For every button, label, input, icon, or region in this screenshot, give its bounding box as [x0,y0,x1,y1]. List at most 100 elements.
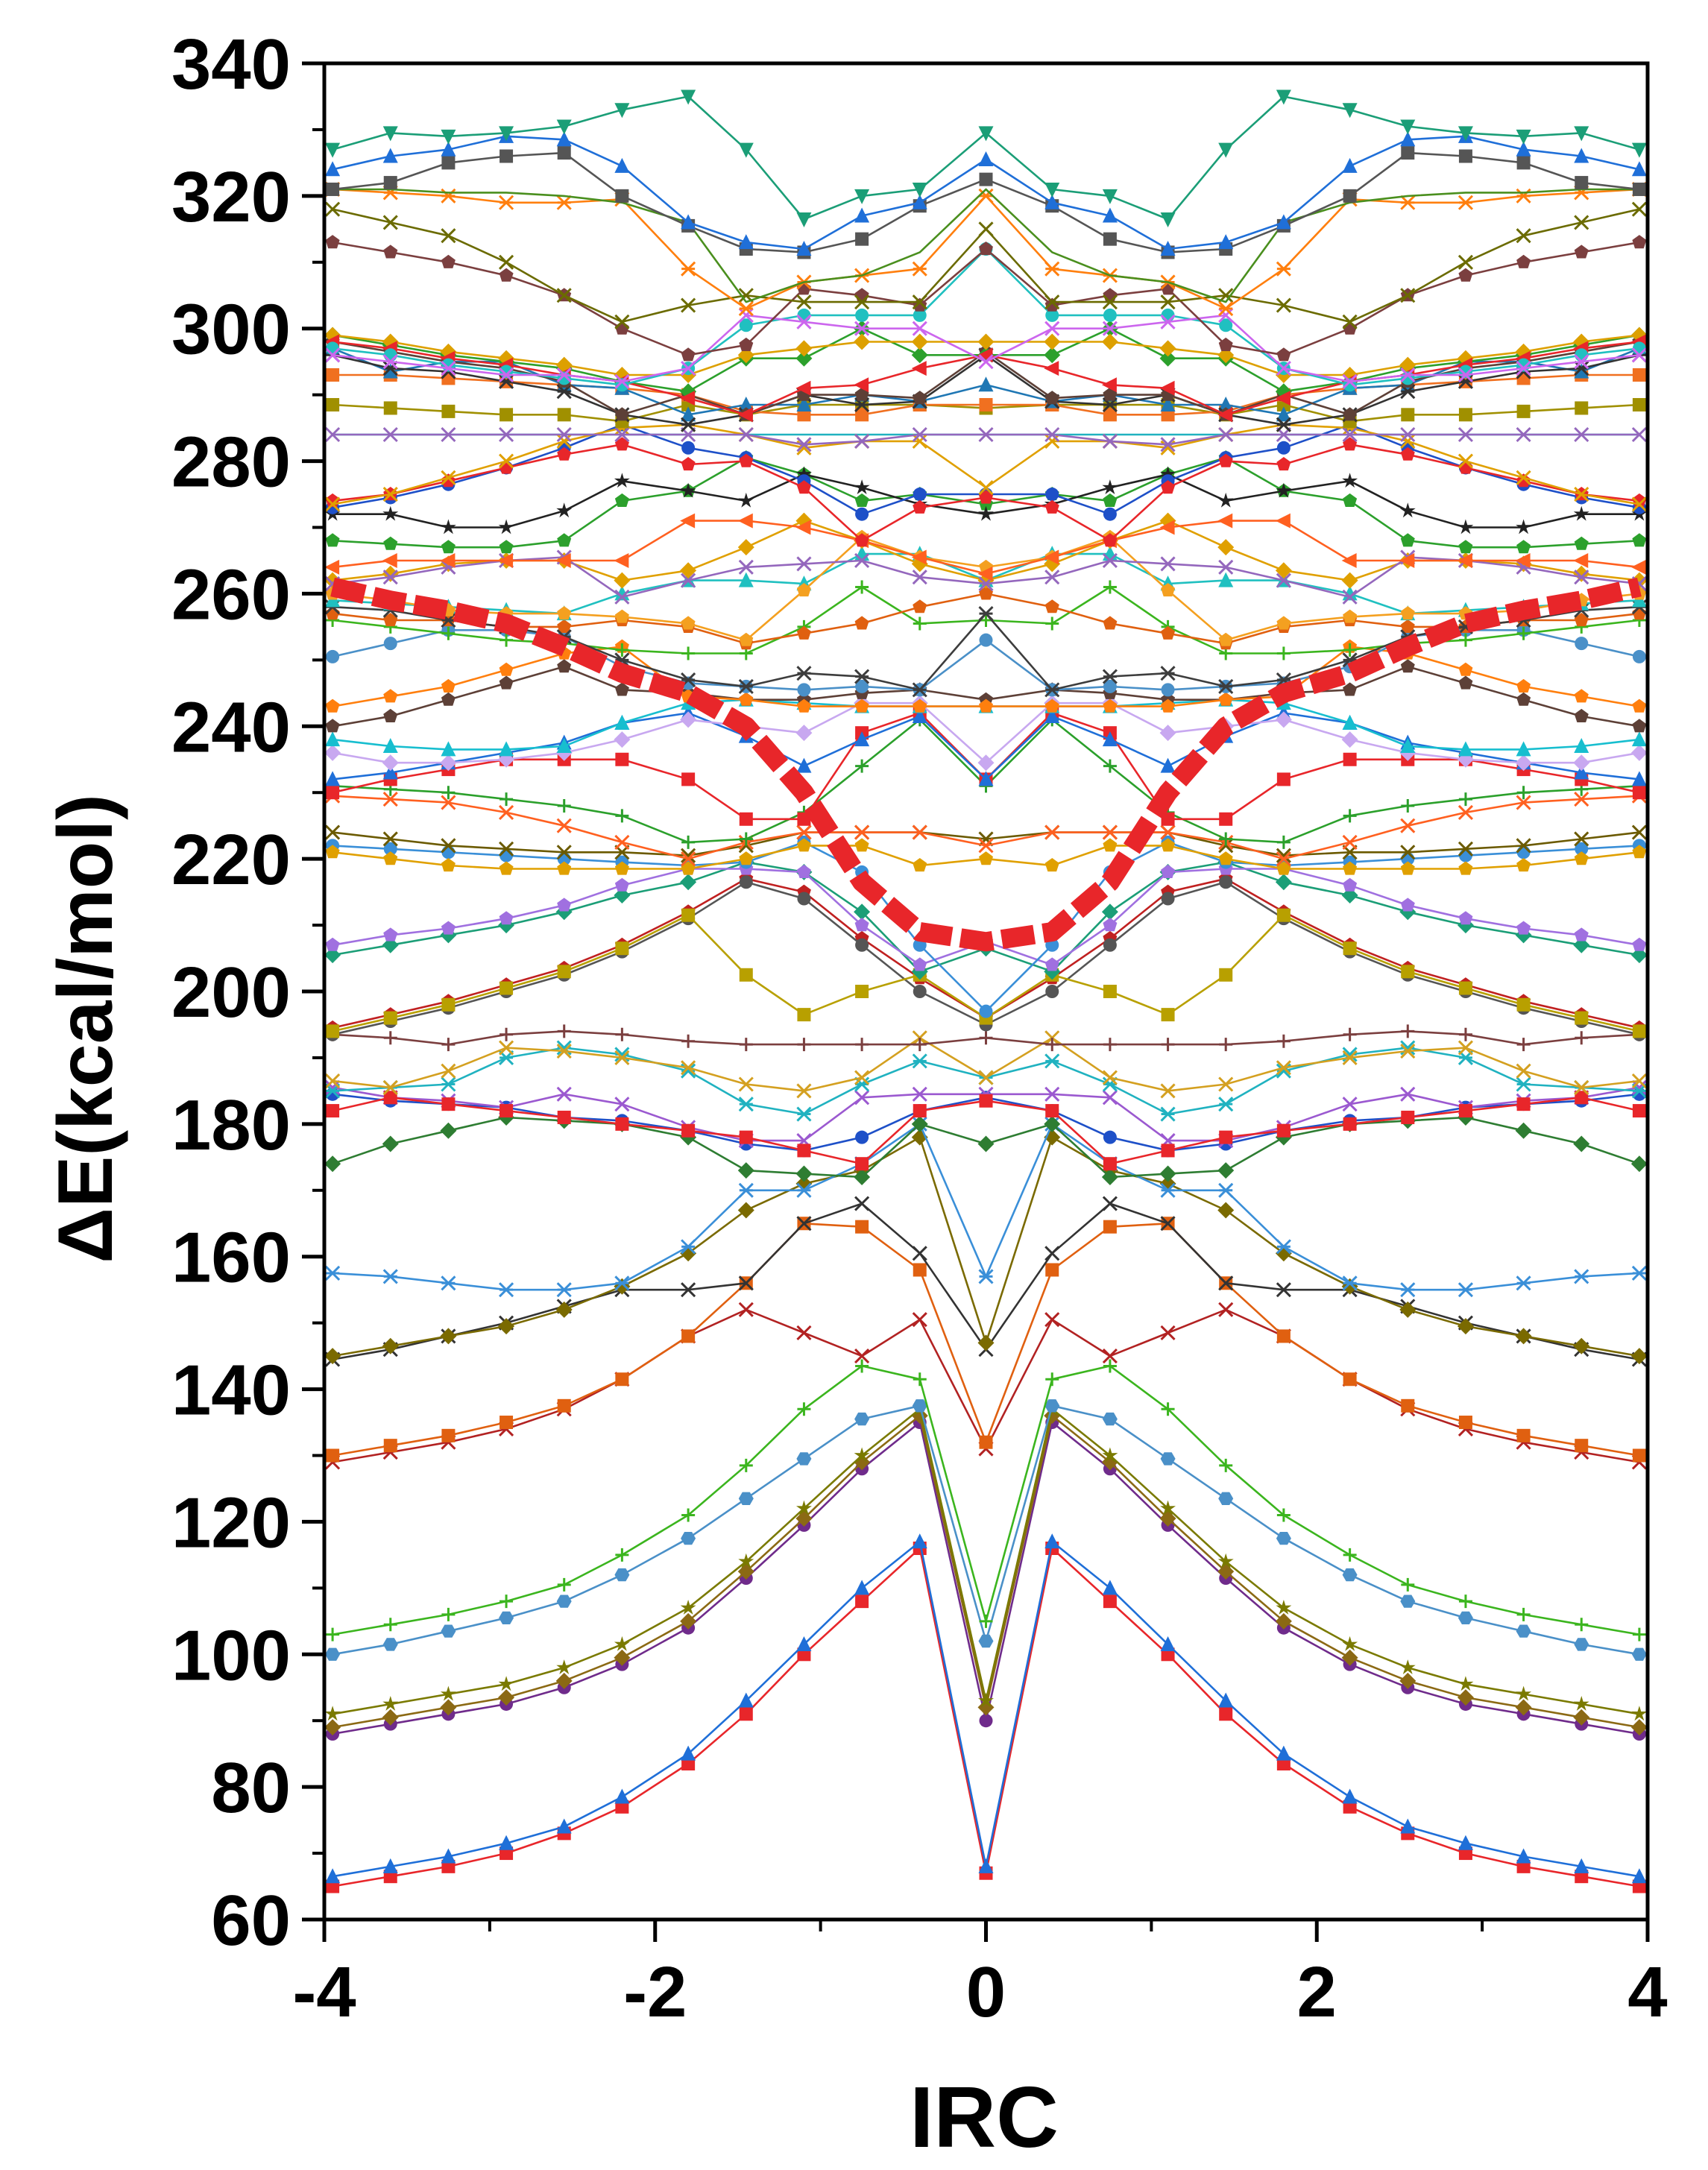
series-47-point-11 [979,490,993,504]
series-65-point-21 [1575,176,1589,190]
series-17-point-2 [441,1063,456,1079]
series-31-point-22 [1630,744,1648,761]
series-57-point-10 [911,333,928,350]
series-18-point-12 [1045,1038,1059,1052]
series-65-point-18 [1401,146,1415,160]
series-11-point-21 [1574,1269,1589,1284]
series-25-point-0 [325,845,340,859]
series-29-point-6 [681,772,696,786]
series-5-point-3 [499,1611,514,1624]
series-61-point-16 [1276,347,1291,362]
series-64-line [333,188,1639,303]
series-16-point-9 [855,1157,869,1171]
series-42-point-12 [1044,570,1060,585]
series-41-point-1 [382,565,399,582]
series-21-point-0 [326,1024,340,1038]
series-7-point-12 [1044,1312,1060,1328]
series-27-point-5 [614,834,630,850]
series-7-point-15 [1218,1302,1234,1317]
series-6-line [332,1365,1640,1636]
series-28-point-17 [1343,809,1357,823]
series-15 [325,1040,1647,1122]
series-57-point-11 [977,333,995,350]
series-5-point-14 [1160,1452,1176,1466]
series-44-point-17 [1343,493,1358,507]
series-8-point-17 [1343,1372,1357,1387]
series-34-point-15 [1218,692,1233,706]
series-60-point-1 [382,354,398,370]
series-17-point-11 [978,1070,994,1085]
series-5-point-6 [681,1532,696,1545]
series-24-point-19 [1458,848,1472,862]
series-66-point-9 [854,207,870,223]
series-60-point-0 [325,347,341,363]
series-21-point-16 [1276,908,1291,922]
series-1-point-9 [854,1580,870,1595]
series-25-point-7 [739,851,754,865]
series-33-point-17 [1343,682,1358,696]
series-61-point-3 [499,268,514,282]
series-43-point-0 [324,559,340,575]
series-3-point-22 [1630,1719,1648,1736]
series-47-point-12 [1044,499,1059,514]
series-3-point-16 [1275,1612,1292,1630]
series-52-point-22 [1632,368,1646,382]
y-tick-label-7: 200 [171,953,291,1032]
series-67-point-2 [441,129,456,145]
series-26-point-16 [1276,848,1291,863]
series-2-point-11 [979,1714,993,1728]
series-67-point-16 [1276,89,1291,105]
series-31-point-16 [1275,711,1292,728]
series-30-point-14 [1160,757,1176,773]
series-36-point-9 [855,580,869,594]
series-43-point-17 [1341,552,1357,568]
series-62-point-12 [1044,294,1060,310]
series-59-point-12 [1045,308,1059,322]
series-27-point-17 [1342,834,1358,850]
series-25-point-9 [854,838,869,852]
series-39-point-7 [738,572,754,587]
series-66-point-21 [1574,148,1589,163]
series-57-point-13 [1101,333,1118,350]
series-66-point-10 [912,194,927,209]
series-66-point-18 [1400,131,1416,147]
series-6-point-8 [797,1402,811,1416]
series-44-point-5 [614,493,629,507]
series-28-point-9 [855,759,869,773]
series-38-point-12 [1044,682,1060,698]
series-6-point-13 [1103,1359,1117,1373]
series-49-point-20 [1516,470,1531,485]
series-66-point-0 [325,161,341,177]
series-50-point-7 [738,426,754,443]
series-5-point-4 [556,1595,572,1608]
series-15-point-20 [1516,1076,1531,1092]
series-67-point-19 [1458,126,1473,142]
series-56-point-10 [911,347,928,364]
series-50-point-11 [978,426,994,443]
series-45-point-11 [978,505,994,521]
series-65-point-13 [1103,232,1117,246]
series-41-point-17 [1341,572,1358,589]
series-11-point-14 [1160,1182,1176,1198]
series-0-point-9 [855,1595,869,1609]
series-47-point-15 [1218,453,1233,467]
series-58-point-13 [1101,377,1117,393]
series-16-point-3 [500,1104,514,1118]
series-9-point-8 [796,1216,812,1231]
series-45-point-15 [1217,492,1234,508]
series-68 [330,577,1642,952]
series-49-point-19 [1458,453,1474,469]
series-49-point-2 [441,470,456,485]
y-tick-label-6: 180 [171,1085,291,1165]
series-11-point-17 [1342,1275,1358,1291]
series-10-point-3 [498,1318,515,1335]
series-22-point-16 [1275,874,1292,891]
series-6-point-0 [326,1627,340,1641]
series-8-point-5 [615,1372,629,1387]
series-26-point-21 [1574,831,1589,847]
series-3-point-11 [977,1699,995,1716]
series-16-point-16 [1276,1123,1291,1138]
series-34-point-9 [854,698,869,713]
series-67-point-5 [614,103,630,119]
series-26-point-6 [681,848,696,863]
